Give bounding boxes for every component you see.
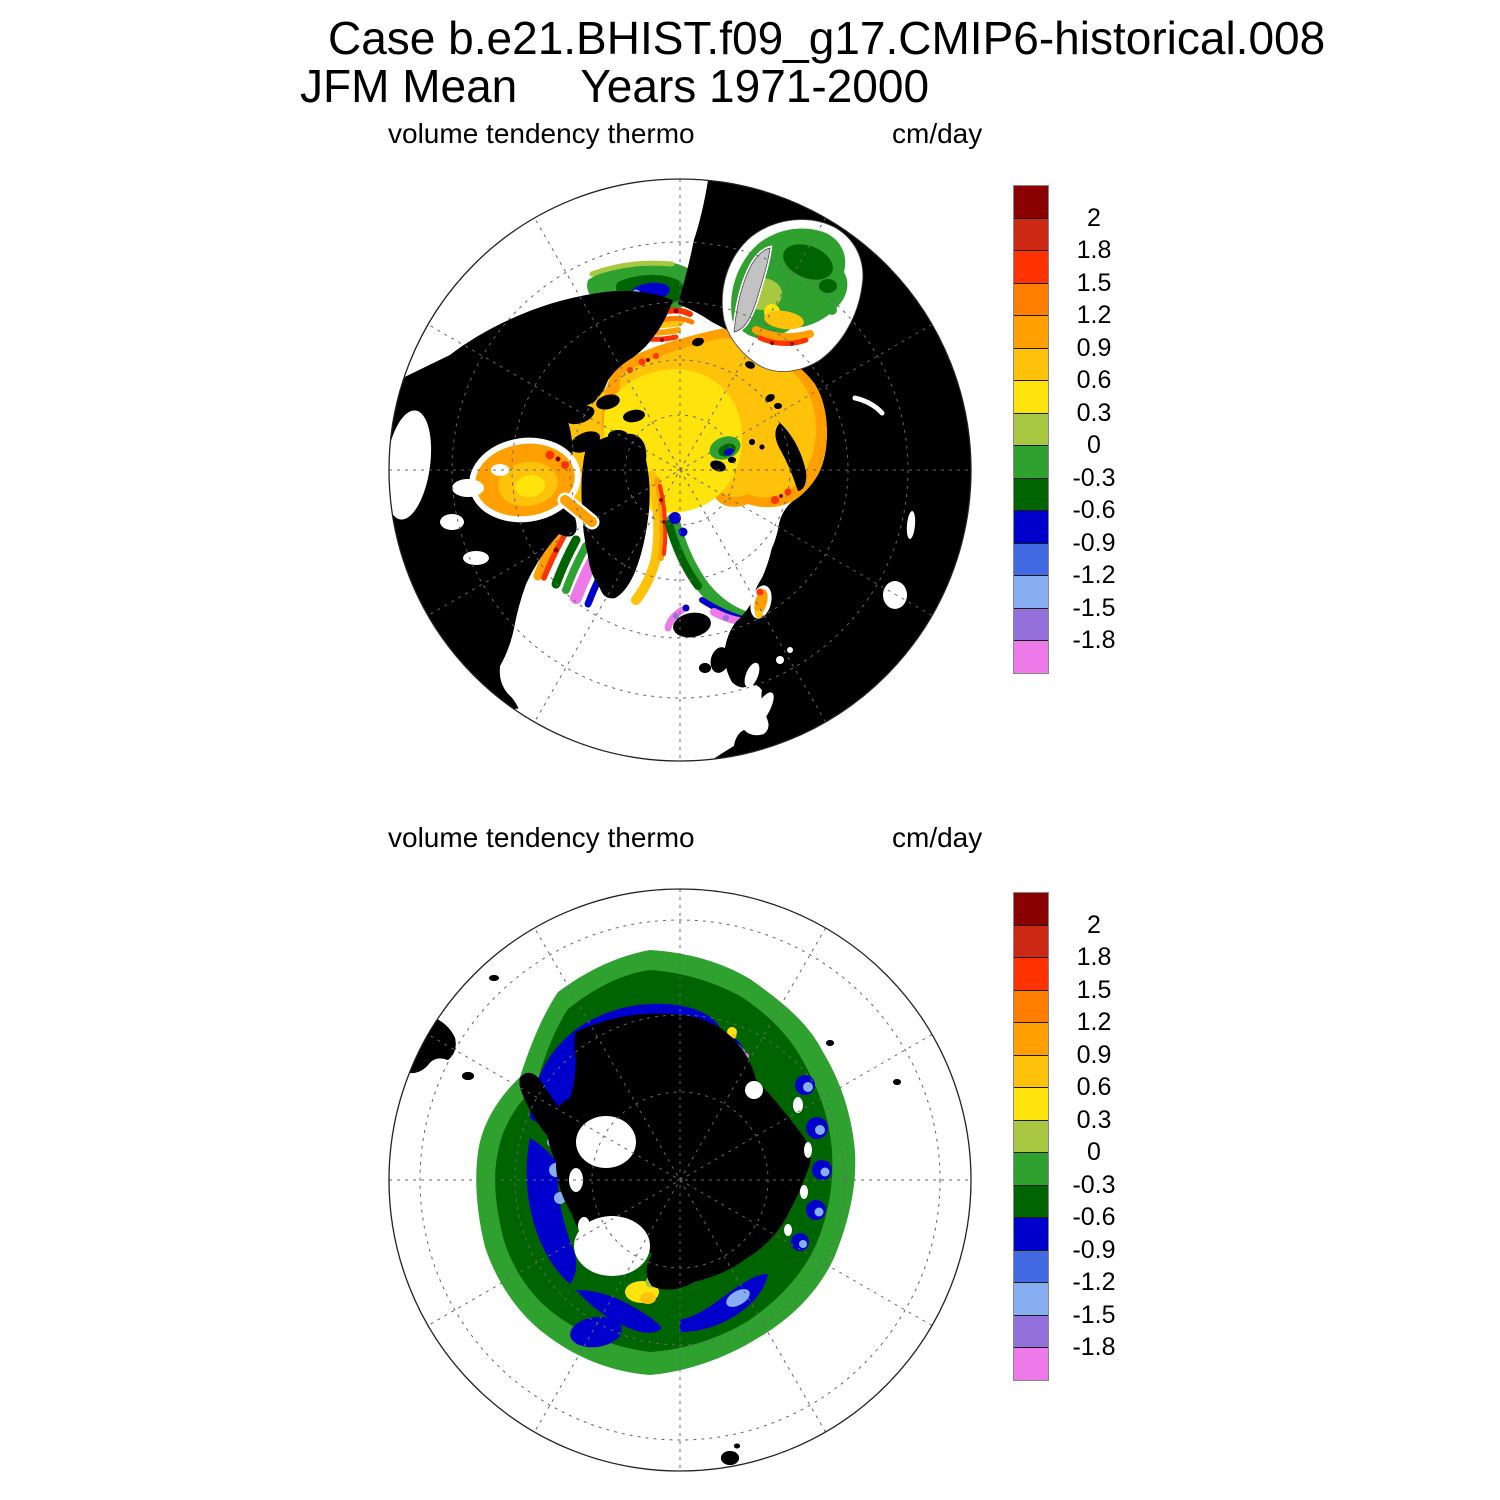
colorbar-tick-label: -0.6 <box>1072 496 1116 524</box>
colorbar-block <box>1014 925 1048 958</box>
colorbar-tick-label: 1.2 <box>1076 301 1112 329</box>
colorbar-tick-label: -0.3 <box>1072 463 1116 492</box>
colorbar-tick-label: 0.9 <box>1076 333 1112 362</box>
graticule-north <box>389 179 971 761</box>
colorbar-block <box>1014 1250 1048 1283</box>
colorbar-tick-label: -1.5 <box>1072 593 1116 622</box>
colorbar-block <box>1014 381 1048 414</box>
colorbar-tick-label: 1.8 <box>1076 236 1112 264</box>
white-sea <box>750 585 772 619</box>
colorbar-tick-label: -1.5 <box>1072 1300 1116 1329</box>
colorbar-tick-label: 2 <box>1087 203 1101 232</box>
colorbar: 2 1.8 1.5 1.2 0.9 0.6 0.3 0 -0.3 -0.6 -0.9 -1.2 -1.5… <box>1013 892 1133 1381</box>
graticule-south <box>389 889 971 1471</box>
colorbar-block <box>1014 218 1048 251</box>
south-panel-units-label: cm/day <box>892 822 983 853</box>
colorbar-block <box>1014 1348 1048 1380</box>
hudson-bay <box>469 437 600 530</box>
antarctic-map <box>388 888 972 1472</box>
arctic-map <box>388 178 972 762</box>
colorbar-block <box>1014 413 1048 446</box>
colorbar-tick-label: 1.5 <box>1076 975 1112 1004</box>
colorbar-block <box>1014 1283 1048 1316</box>
colorbar-block <box>1014 1055 1048 1088</box>
colorbar-block <box>1014 893 1048 926</box>
colorbar-tick-label: 1.8 <box>1076 943 1112 971</box>
colorbar-tick-label: -0.3 <box>1072 1170 1116 1199</box>
colorbar-tick-label: 0 <box>1087 1138 1101 1166</box>
map-boundary-south <box>388 888 972 1472</box>
colorbar-block <box>1014 1088 1048 1121</box>
colorbar-tick-label: -0.9 <box>1072 1235 1116 1264</box>
colorbar-tick-label: 0.3 <box>1076 1105 1112 1134</box>
colorbar-block <box>1014 576 1048 609</box>
colorbar-blocks <box>1013 892 1049 1381</box>
figure-title-case: Case b.e21.BHIST.f09_g17.CMIP6-historica… <box>328 12 1326 64</box>
colorbar-tick-label: 1.2 <box>1076 1008 1112 1036</box>
colorbar-tick-label: -1.2 <box>1072 1268 1116 1296</box>
colorbar-blocks <box>1013 185 1049 674</box>
colorbar-block <box>1014 251 1048 284</box>
colorbar-tick-label: 2 <box>1087 910 1101 939</box>
colorbar-block <box>1014 511 1048 544</box>
colorbar-block <box>1014 1218 1048 1251</box>
colorbar-tick-label: 1.5 <box>1076 268 1112 297</box>
colorbar-tick-label: -1.8 <box>1072 1333 1116 1361</box>
colorbar-tick-label: 0 <box>1087 431 1101 459</box>
colorbar-block <box>1014 543 1048 576</box>
south-panel-field-label: volume tendency thermo <box>388 822 695 853</box>
colorbar-tick-label: 0.6 <box>1076 366 1112 394</box>
colorbar-block <box>1014 446 1048 479</box>
colorbar-block <box>1014 478 1048 511</box>
colorbar-tick-label: 0.3 <box>1076 398 1112 427</box>
colorbar-block <box>1014 608 1048 641</box>
north-panel-field-label: volume tendency thermo <box>388 118 695 149</box>
colorbar-block <box>1014 1315 1048 1348</box>
colorbar-block <box>1014 186 1048 219</box>
colorbar-block <box>1014 958 1048 991</box>
colorbar-block <box>1014 1185 1048 1218</box>
colorbar-block <box>1014 1120 1048 1153</box>
colorbar-block <box>1014 283 1048 316</box>
colorbar-block <box>1014 641 1048 673</box>
sea-of-okhotsk <box>721 219 864 372</box>
north-panel-units-label: cm/day <box>892 118 983 149</box>
map-boundary-north <box>388 178 972 762</box>
ice-shelves <box>569 1081 812 1276</box>
colorbar-block <box>1014 316 1048 349</box>
figure-title-season: JFM Mean Years 1971-2000 <box>300 60 930 112</box>
colorbar-block <box>1014 1023 1048 1056</box>
colorbar-block <box>1014 348 1048 381</box>
colorbar-tick-label: -1.8 <box>1072 626 1116 654</box>
colorbar-tick-label: -1.2 <box>1072 561 1116 589</box>
colorbar-tick-label: -0.9 <box>1072 528 1116 557</box>
colorbar-tick-label: -0.6 <box>1072 1203 1116 1231</box>
colorbar-tick-label: 0.6 <box>1076 1073 1112 1101</box>
colorbar-tick-label: 0.9 <box>1076 1040 1112 1069</box>
colorbar-block <box>1014 990 1048 1023</box>
colorbar-block <box>1014 1153 1048 1186</box>
colorbar: 2 1.8 1.5 1.2 0.9 0.6 0.3 0 -0.3 -0.6 -0.9 -1.2 -1.5… <box>1013 185 1133 674</box>
